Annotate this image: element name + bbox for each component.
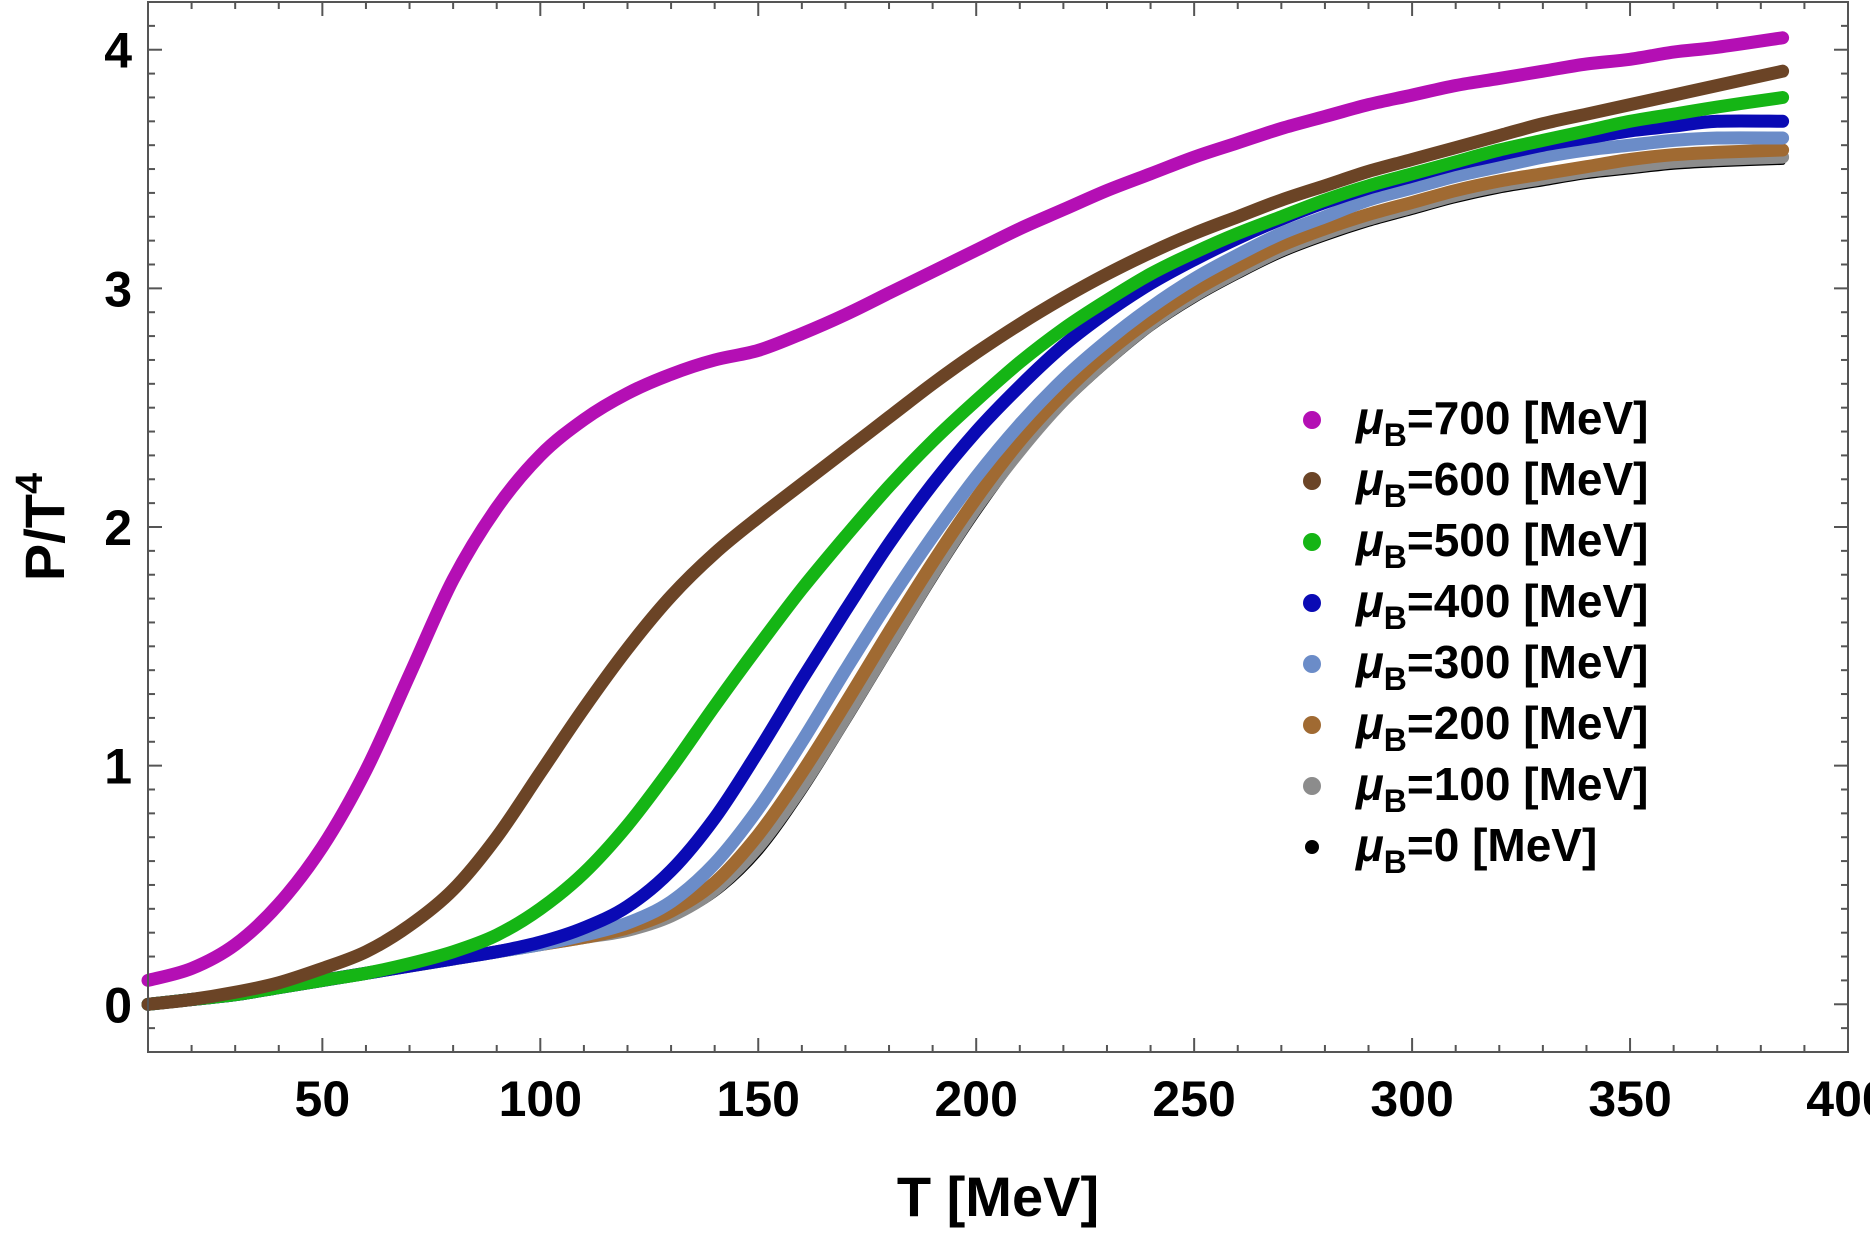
x-tick-label: 400: [1806, 1071, 1870, 1127]
x-axis-label: T [MeV]: [897, 1165, 1099, 1228]
legend-marker-mu500: [1303, 533, 1321, 551]
y-axis-label: P/T4: [9, 473, 76, 581]
x-tick-label: 350: [1588, 1071, 1671, 1127]
legend-marker-mu600: [1303, 472, 1321, 490]
legend-label-mu400: μB=400 [MeV]: [1354, 575, 1648, 636]
legend-marker-mu700: [1303, 411, 1321, 429]
series-line-mu300: [141, 131, 1790, 1011]
legend-label-mu0: μB=0 [MeV]: [1354, 819, 1597, 880]
series-line-mu500: [141, 91, 1790, 1011]
legend-marker-mu0: [1305, 840, 1319, 854]
y-tick-label: 3: [104, 261, 132, 317]
y-tick-label: 1: [104, 739, 132, 795]
plot-area: 50 100 150 200 250 300 350 400 0 1 2 3 4: [104, 1, 1870, 1127]
series-line-mu600: [141, 64, 1790, 1011]
x-tick-label: 50: [295, 1071, 351, 1127]
x-tick-label: 250: [1152, 1071, 1235, 1127]
x-tick-label: 150: [717, 1071, 800, 1127]
legend-label-mu600: μB=600 [MeV]: [1354, 453, 1648, 514]
y-axis-label-main: P/T: [13, 494, 76, 581]
y-tick-label: 4: [104, 23, 132, 79]
series-line-mu700: [141, 31, 1790, 987]
plot-frame: [147, 1, 1849, 1053]
legend-marker-mu300: [1303, 655, 1321, 673]
y-tick-label: 0: [104, 977, 132, 1033]
legend-label-mu700: μB=700 [MeV]: [1354, 392, 1648, 453]
y-tick-label: 2: [104, 500, 132, 556]
legend-label-mu200: μB=200 [MeV]: [1354, 697, 1648, 758]
x-tick-label: 200: [934, 1071, 1017, 1127]
legend-marker-mu100: [1303, 777, 1321, 795]
legend-label-mu100: μB=100 [MeV]: [1354, 758, 1648, 819]
legend-label-mu500: μB=500 [MeV]: [1354, 514, 1648, 575]
legend-marker-mu200: [1303, 716, 1321, 734]
x-tick-label: 100: [499, 1071, 582, 1127]
legend-marker-mu400: [1303, 594, 1321, 612]
legend-label-mu300: μB=300 [MeV]: [1354, 636, 1648, 697]
series-layer: [141, 31, 1790, 1011]
x-tick-label: 300: [1370, 1071, 1453, 1127]
y-axis-label-superscript: 4: [9, 473, 51, 494]
legend: μB=700 [MeV]μB=600 [MeV]μB=500 [MeV]μB=4…: [1303, 392, 1648, 880]
